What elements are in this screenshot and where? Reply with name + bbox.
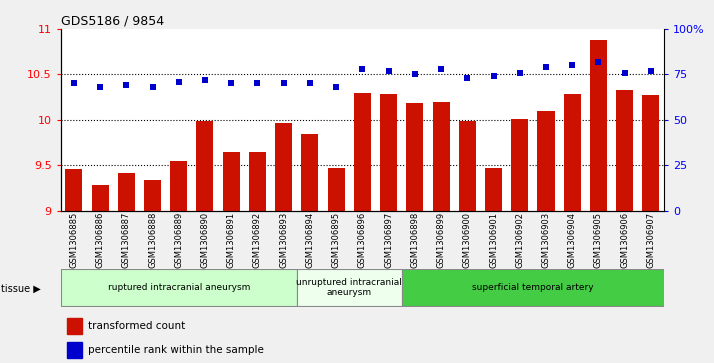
Text: GSM1306886: GSM1306886 <box>96 212 104 268</box>
Bar <box>118 173 135 211</box>
Bar <box>249 151 266 211</box>
Point <box>331 84 342 90</box>
Point <box>514 70 526 76</box>
Bar <box>91 185 109 211</box>
Text: GSM1306899: GSM1306899 <box>436 212 446 268</box>
Text: GSM1306905: GSM1306905 <box>594 212 603 268</box>
Point <box>488 73 499 79</box>
Text: GSM1306890: GSM1306890 <box>201 212 209 268</box>
Text: ruptured intracranial aneurysm: ruptured intracranial aneurysm <box>108 283 250 292</box>
Point <box>199 77 211 83</box>
Point <box>409 72 421 77</box>
Point <box>173 79 184 85</box>
Bar <box>275 123 292 211</box>
Text: GSM1306887: GSM1306887 <box>122 212 131 268</box>
Text: GSM1306895: GSM1306895 <box>331 212 341 268</box>
Point <box>383 68 394 74</box>
Bar <box>196 121 213 211</box>
Text: GSM1306888: GSM1306888 <box>148 212 157 268</box>
Point <box>68 81 79 86</box>
Text: GSM1306907: GSM1306907 <box>646 212 655 268</box>
Text: GSM1306904: GSM1306904 <box>568 212 577 268</box>
Text: GSM1306903: GSM1306903 <box>541 212 550 268</box>
Bar <box>459 121 476 211</box>
Point <box>593 59 604 65</box>
Text: GSM1306892: GSM1306892 <box>253 212 262 268</box>
Bar <box>433 102 450 211</box>
Bar <box>66 342 82 358</box>
Text: superficial temporal artery: superficial temporal artery <box>472 283 593 292</box>
Text: GSM1306901: GSM1306901 <box>489 212 498 268</box>
Point <box>121 82 132 88</box>
Point <box>619 70 630 76</box>
Bar <box>485 168 502 211</box>
Point <box>566 62 578 68</box>
FancyBboxPatch shape <box>61 269 297 306</box>
Text: tissue ▶: tissue ▶ <box>1 284 41 294</box>
Bar <box>223 151 240 211</box>
Text: GSM1306897: GSM1306897 <box>384 212 393 268</box>
FancyBboxPatch shape <box>297 269 402 306</box>
Text: GSM1306896: GSM1306896 <box>358 212 367 268</box>
Text: GDS5186 / 9854: GDS5186 / 9854 <box>61 15 164 28</box>
Point <box>645 68 657 74</box>
Point <box>461 75 473 81</box>
Bar <box>354 93 371 211</box>
Bar <box>538 111 555 211</box>
Text: GSM1306906: GSM1306906 <box>620 212 629 268</box>
Bar <box>144 180 161 211</box>
Text: GSM1306891: GSM1306891 <box>227 212 236 268</box>
Point <box>147 84 159 90</box>
Text: GSM1306894: GSM1306894 <box>306 212 314 268</box>
Point <box>540 64 552 70</box>
Bar <box>170 160 187 211</box>
Bar <box>406 103 423 211</box>
Point <box>304 81 316 86</box>
Bar <box>590 40 607 211</box>
Bar <box>380 94 397 211</box>
Bar <box>301 134 318 211</box>
Text: GSM1306900: GSM1306900 <box>463 212 472 268</box>
Bar <box>643 95 660 211</box>
Text: GSM1306885: GSM1306885 <box>69 212 79 268</box>
Point <box>356 66 368 72</box>
Bar <box>563 94 580 211</box>
Text: GSM1306898: GSM1306898 <box>411 212 419 268</box>
Point <box>226 81 237 86</box>
Bar <box>66 318 82 334</box>
Point <box>252 81 263 86</box>
Text: GSM1306889: GSM1306889 <box>174 212 183 268</box>
Point <box>278 81 289 86</box>
Text: GSM1306902: GSM1306902 <box>516 212 524 268</box>
Point <box>94 84 106 90</box>
Bar <box>65 169 82 211</box>
Text: GSM1306893: GSM1306893 <box>279 212 288 268</box>
Text: unruptured intracranial
aneurysm: unruptured intracranial aneurysm <box>296 278 402 297</box>
Text: percentile rank within the sample: percentile rank within the sample <box>88 345 263 355</box>
Text: transformed count: transformed count <box>88 321 185 331</box>
Bar <box>328 168 345 211</box>
FancyBboxPatch shape <box>402 269 664 306</box>
Bar <box>616 90 633 211</box>
Bar <box>511 119 528 211</box>
Point <box>436 66 447 72</box>
